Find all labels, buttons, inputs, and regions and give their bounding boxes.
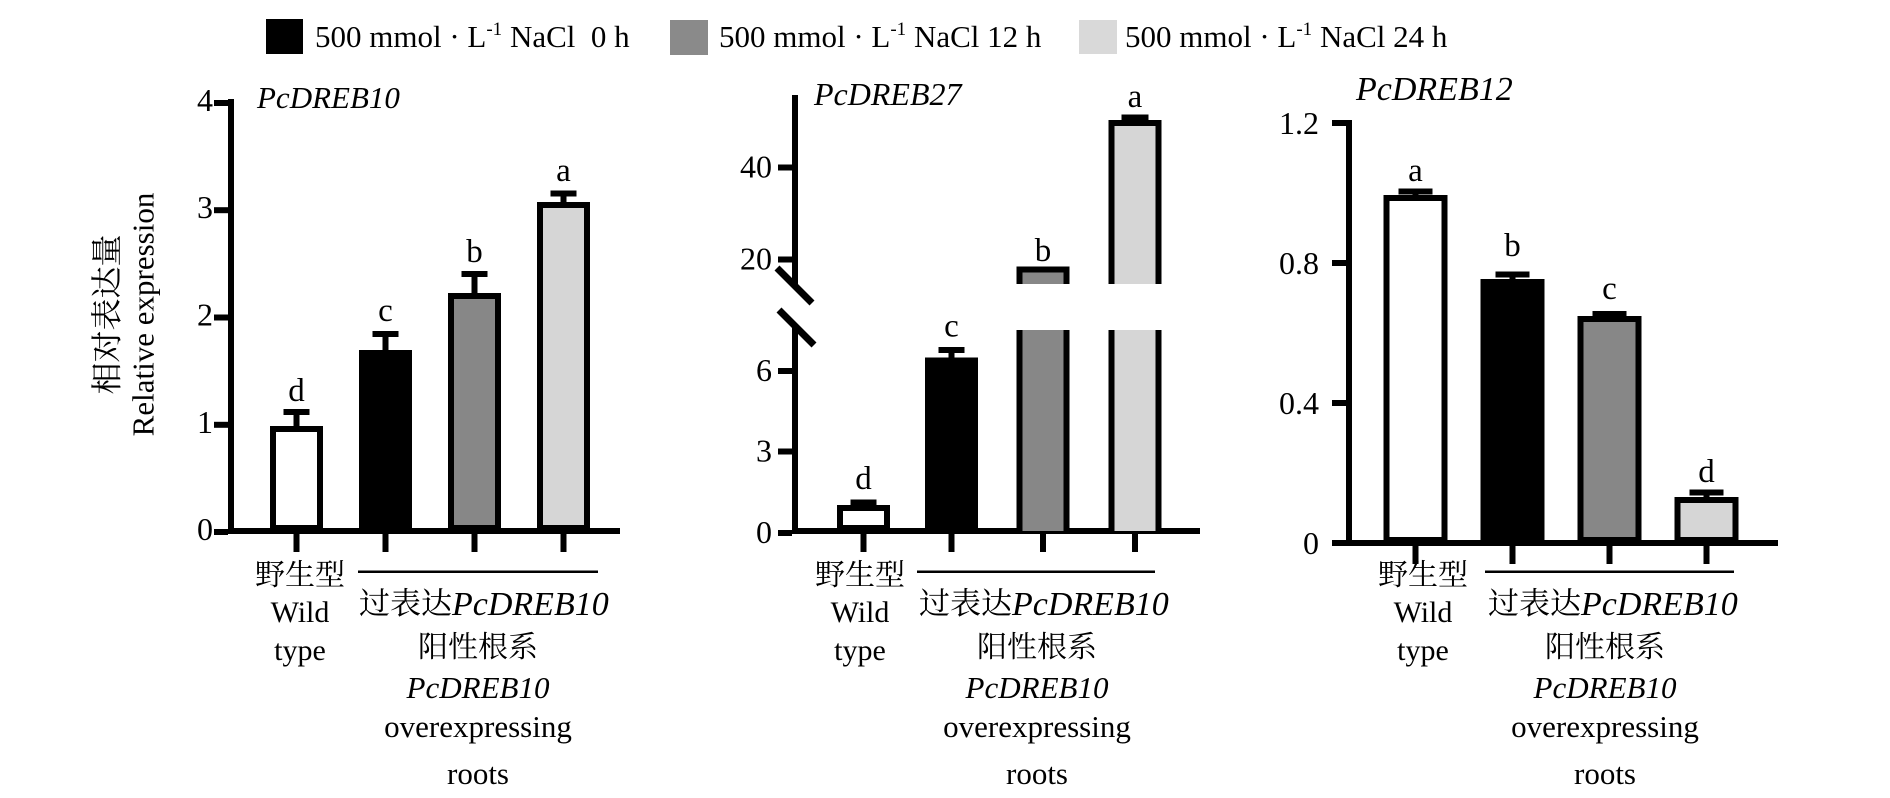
svg-text:500 mmol · L-1 NaCl 24 h: 500 mmol · L-1 NaCl 24 h: [1125, 19, 1448, 54]
svg-text:PcDREB10: PcDREB10: [451, 586, 609, 623]
svg-text:Wild: Wild: [1394, 596, 1453, 629]
svg-text:b: b: [1504, 228, 1521, 264]
svg-text:40: 40: [740, 149, 772, 185]
svg-text:PcDREB10: PcDREB10: [256, 80, 400, 115]
svg-text:0.4: 0.4: [1279, 385, 1319, 421]
svg-text:roots: roots: [1006, 756, 1068, 791]
svg-text:type: type: [834, 634, 886, 667]
svg-text:1: 1: [197, 404, 213, 440]
svg-text:overexpressing: overexpressing: [384, 709, 572, 744]
svg-text:PcDREB12: PcDREB12: [1355, 71, 1513, 108]
svg-text:20: 20: [740, 241, 772, 277]
svg-text:c: c: [944, 309, 959, 345]
svg-text:PcDREB10: PcDREB10: [965, 670, 1109, 705]
svg-text:6: 6: [756, 352, 772, 388]
svg-text:Wild: Wild: [831, 596, 890, 629]
svg-text:0: 0: [1303, 525, 1319, 561]
svg-text:0: 0: [756, 514, 772, 550]
svg-text:500 mmol · L-1 NaCl 12 h: 500 mmol · L-1 NaCl 12 h: [719, 19, 1042, 54]
svg-text:a: a: [1128, 79, 1143, 115]
svg-text:4: 4: [197, 82, 213, 118]
svg-text:3: 3: [197, 189, 213, 225]
svg-text:1.2: 1.2: [1279, 105, 1319, 141]
svg-text:d: d: [855, 461, 872, 497]
svg-text:500 mmol · L-1 NaCl 0 h: 500 mmol · L-1 NaCl 0 h: [315, 19, 630, 54]
svg-text:d: d: [288, 373, 305, 409]
svg-text:3: 3: [756, 433, 772, 469]
svg-text:overexpressing: overexpressing: [943, 709, 1131, 744]
svg-text:b: b: [466, 234, 483, 270]
svg-text:c: c: [378, 293, 393, 329]
svg-text:type: type: [1397, 634, 1449, 667]
svg-text:type: type: [274, 634, 326, 667]
svg-text:d: d: [1698, 454, 1715, 490]
svg-text:a: a: [1408, 153, 1423, 189]
svg-text:roots: roots: [447, 756, 509, 791]
svg-text:PcDREB27: PcDREB27: [813, 76, 964, 112]
svg-text:overexpressing: overexpressing: [1511, 709, 1699, 744]
svg-text:c: c: [1602, 271, 1617, 307]
svg-text:PcDREB10: PcDREB10: [406, 670, 550, 705]
svg-text:PcDREB10: PcDREB10: [1011, 586, 1169, 623]
svg-text:b: b: [1035, 233, 1052, 269]
svg-text:2: 2: [197, 297, 213, 333]
svg-text:roots: roots: [1574, 756, 1636, 791]
svg-text:Relative expression: Relative expression: [126, 192, 161, 436]
svg-text:PcDREB10: PcDREB10: [1533, 670, 1677, 705]
svg-text:Wild: Wild: [271, 596, 330, 629]
svg-text:0.8: 0.8: [1279, 245, 1319, 281]
svg-text:PcDREB10: PcDREB10: [1580, 586, 1738, 623]
svg-text:0: 0: [197, 511, 213, 547]
svg-text:a: a: [556, 153, 571, 189]
